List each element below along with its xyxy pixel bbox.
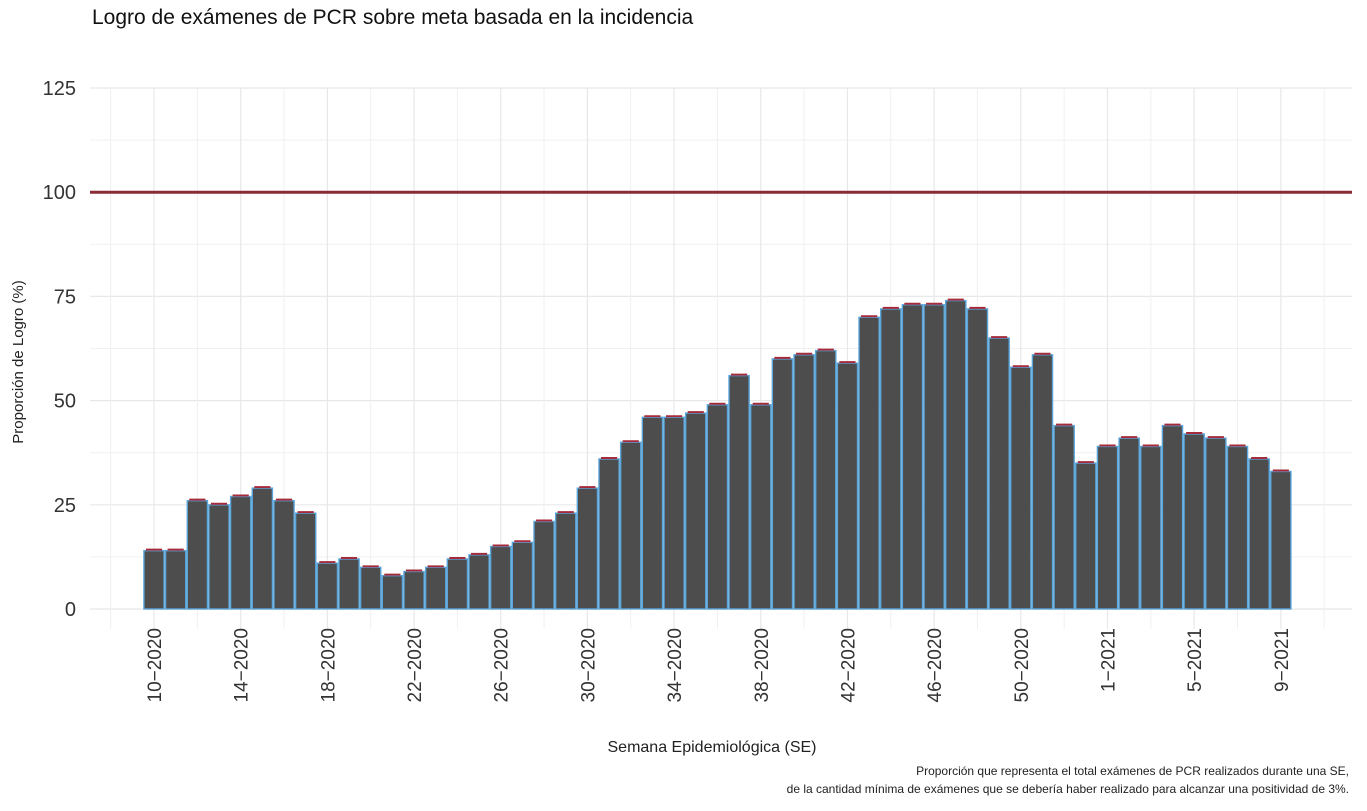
bar-23-2020	[424, 566, 447, 610]
bar-2-2021	[1118, 437, 1140, 610]
bar-24-2020	[446, 558, 469, 610]
y-tick-label: 100	[43, 182, 76, 204]
bar-25-2020	[468, 554, 490, 610]
bars	[143, 298, 1292, 610]
bar-48-2020	[966, 308, 989, 610]
x-tick-label: 34−2020	[665, 628, 686, 703]
bar-3-2021	[1140, 445, 1162, 610]
bar-22-2020	[403, 570, 425, 610]
x-tick-label: 38−2020	[752, 628, 773, 703]
x-tick-label: 10−2020	[145, 628, 166, 703]
bar-45-2020	[901, 304, 924, 610]
bar-39-2020	[771, 358, 794, 610]
bar-29-2020	[554, 512, 577, 610]
bar-32-2020	[619, 441, 642, 610]
bar-30-2020	[576, 487, 599, 610]
y-tick-label: 0	[65, 599, 76, 621]
bar-20-2020	[359, 566, 382, 610]
x-tick-label: 50−2020	[1012, 628, 1033, 703]
bar-38-2020	[749, 404, 772, 610]
bar-4-2021	[1161, 424, 1184, 610]
bar-41-2020	[814, 349, 837, 610]
bar-11-2020	[164, 549, 187, 610]
y-tick-label: 50	[54, 391, 76, 413]
bar-13-2020	[208, 504, 230, 610]
bar-1-2021	[1096, 445, 1119, 610]
x-tick-label: 42−2020	[838, 628, 859, 703]
x-tick-label: 1−2021	[1098, 628, 1119, 692]
bar-17-2020	[294, 512, 317, 610]
y-tick-label: 75	[54, 286, 76, 308]
bar-52-2020	[1053, 424, 1075, 610]
bar-44-2020	[879, 308, 902, 610]
bar-53-2020	[1075, 462, 1097, 610]
x-tick-label: 22−2020	[405, 628, 426, 703]
x-axis-label: Semana Epidemiológica (SE)	[608, 739, 817, 756]
x-tick-label: 26−2020	[492, 628, 513, 703]
y-tick-labels: 0 25 50 75 100 125	[43, 78, 76, 621]
chart-title: Logro de exámenes de PCR sobre meta basa…	[92, 6, 694, 29]
y-axis-label: Proporción de Logro (%)	[10, 280, 27, 443]
bar-28-2020	[533, 520, 555, 610]
bar-10-2020	[143, 549, 165, 610]
bar-40-2020	[793, 354, 815, 610]
bar-47-2020	[945, 299, 967, 610]
bar-34-2020	[663, 416, 685, 610]
x-tick-label: 9−2021	[1272, 628, 1293, 692]
bar-36-2020	[706, 404, 729, 610]
x-tick-labels: 10−2020 14−2020 18−2020 22−2020 26−2020 30−20…	[145, 628, 1293, 703]
bar-21-2020	[381, 574, 404, 610]
bar-16-2020	[273, 499, 295, 610]
bar-51-2020	[1031, 354, 1054, 610]
bar-33-2020	[641, 416, 664, 610]
x-tick-label: 18−2020	[318, 628, 339, 703]
bar-12-2020	[186, 499, 209, 610]
bar-43-2020	[858, 316, 880, 610]
y-tick-label: 25	[54, 495, 76, 517]
bar-15-2020	[251, 487, 274, 610]
bar-6-2021	[1205, 437, 1227, 610]
caption-line-2: de la cantidad mínima de exámenes que se…	[786, 782, 1349, 796]
bar-26-2020	[489, 545, 512, 610]
bar-7-2021	[1226, 445, 1249, 610]
bar-50-2020	[1010, 366, 1032, 610]
bar-42-2020	[836, 362, 859, 610]
y-tick-label: 125	[43, 78, 76, 100]
x-tick-label: 5−2021	[1185, 628, 1206, 692]
bar-27-2020	[511, 541, 534, 610]
bar-5-2021	[1183, 433, 1205, 610]
bar-37-2020	[728, 374, 750, 610]
x-tick-label: 14−2020	[232, 628, 253, 703]
bar-49-2020	[988, 337, 1010, 610]
bar-14-2020	[229, 495, 252, 610]
x-tick-label: 30−2020	[578, 628, 599, 703]
bar-31-2020	[598, 458, 620, 610]
x-tick-label: 46−2020	[925, 628, 946, 703]
bar-9-2021	[1270, 470, 1292, 610]
bar-35-2020	[684, 412, 707, 610]
bar-8-2021	[1248, 458, 1270, 610]
bar-18-2020	[316, 562, 339, 610]
caption-line-1: Proporción que representa el total exáme…	[916, 764, 1349, 778]
bar-19-2020	[338, 558, 360, 610]
bar-46-2020	[923, 304, 945, 610]
